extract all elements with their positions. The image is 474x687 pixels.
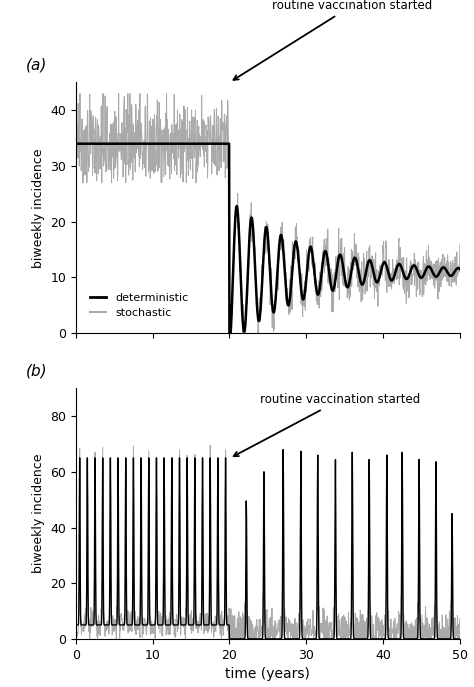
Text: routine vaccination started: routine vaccination started [234, 393, 420, 456]
Text: routine vaccination started: routine vaccination started [234, 0, 432, 80]
Legend: deterministic, stochastic: deterministic, stochastic [85, 288, 193, 322]
Text: (b): (b) [26, 363, 47, 379]
X-axis label: time (years): time (years) [225, 667, 310, 682]
Y-axis label: biweekly incidence: biweekly incidence [32, 454, 45, 574]
Text: (a): (a) [26, 58, 47, 72]
Y-axis label: biweekly incidence: biweekly incidence [32, 148, 45, 267]
